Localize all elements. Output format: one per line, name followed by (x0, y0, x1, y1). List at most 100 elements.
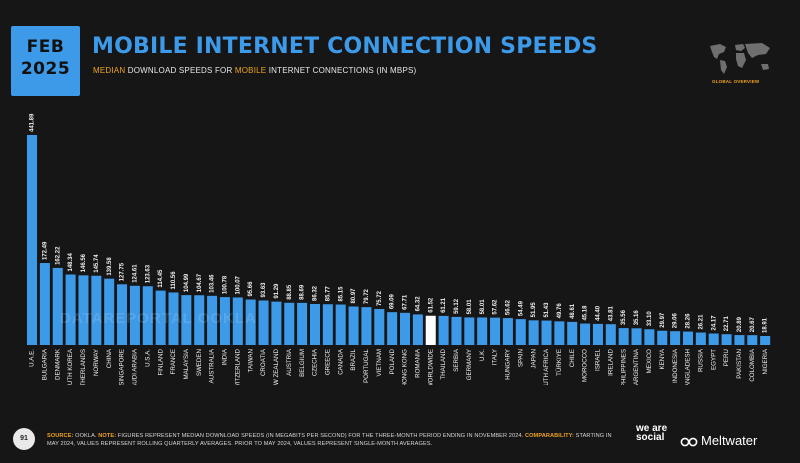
value-label-norway: 145.74 (94, 254, 100, 273)
page-title: MOBILE INTERNET CONNECTION SPEEDS (92, 34, 598, 59)
category-label-philippines: PHILIPPINES (620, 349, 627, 385)
bar-poland (387, 312, 398, 345)
value-label-singapore: 127.75 (120, 262, 126, 281)
category-label-south-africa: SOUTH AFRICA (543, 348, 550, 385)
bar-new-zealand (271, 301, 282, 345)
category-label-japan: JAPAN (530, 349, 537, 368)
category-label-greece: GREECE (324, 349, 331, 375)
category-label-worldwide: WORLDWIDE (427, 349, 434, 385)
bar-thailand (438, 315, 449, 345)
value-label-u-k: 58.01 (480, 299, 486, 315)
category-label-portugal: PORTUGAL (363, 348, 370, 382)
bar-italy (490, 317, 501, 345)
category-label-norway: NORWAY (93, 349, 100, 376)
category-label-bulgaria: BULGARIA (42, 348, 49, 380)
category-label-romania: ROMANIA (415, 348, 422, 378)
value-label-malaysia: 104.99 (184, 273, 190, 292)
bar-u-a-e (27, 135, 38, 345)
comparability-text: STARTING IN MAY 2024, VALUES REPRESENT R… (47, 433, 612, 447)
value-label-chile: 48.61 (570, 303, 576, 319)
bar-philippines (618, 328, 629, 345)
category-label-russia: RUSSIA (697, 348, 704, 372)
bar-south-korea (65, 274, 76, 345)
category-label-netherlands: NETHERLANDS (80, 349, 87, 385)
category-label-hungary: HUNGARY (505, 349, 512, 380)
value-label-pakistan: 20.89 (737, 316, 743, 332)
value-label-portugal: 79.72 (364, 288, 370, 304)
category-label-india: INDIA (222, 348, 229, 365)
category-label-indonesia: INDONESIA (672, 348, 679, 383)
date-year: 2025 (20, 59, 71, 79)
subtitle-part-1: MEDIAN (93, 66, 126, 75)
meltwater-icon (680, 437, 698, 446)
footnote: SOURCE: OOKLA. NOTE: FIGURES REPRESENT M… (47, 432, 617, 448)
bar-kenya (657, 330, 668, 345)
value-label-spain: 54.49 (518, 300, 524, 316)
value-label-south-korea: 148.34 (68, 252, 74, 271)
bar-singapore (117, 284, 128, 345)
bar-finland (155, 290, 166, 345)
value-label-u-a-e: 441.89 (30, 113, 36, 132)
category-label-t-rkiye: TÜRKIYE (556, 349, 563, 376)
category-label-serbia: SERBIA (453, 348, 460, 372)
bar-hungary (502, 318, 513, 345)
value-label-czechia: 86.32 (313, 285, 319, 301)
bar-bangladesh (682, 331, 693, 345)
value-label-greece: 85.77 (325, 286, 331, 302)
page-number: 91 (13, 428, 35, 450)
bar-netherlands (78, 275, 89, 345)
category-label-egypt: EGYPT (710, 349, 717, 370)
date-month: FEB (26, 37, 65, 57)
category-label-ireland: IRELAND (607, 348, 614, 375)
bar-u-k (477, 317, 488, 345)
bar-belgium (297, 302, 308, 345)
subtitle-part-2: DOWNLOAD SPEEDS FOR (125, 66, 235, 75)
bar-mexico (644, 329, 655, 345)
bar-bulgaria (39, 263, 50, 345)
bar-vietnam (374, 309, 385, 345)
global-overview-label: GLOBAL OVERVIEW (712, 79, 760, 84)
value-label-t-rkiye: 49.76 (557, 303, 563, 319)
value-label-south-africa: 51.43 (544, 302, 550, 318)
value-label-hong-kong: 67.71 (403, 294, 409, 310)
category-label-hong-kong: HONG KONG (402, 349, 409, 385)
category-label-canada: CANADA (337, 348, 344, 375)
note-label: NOTE: (98, 433, 117, 439)
bar-brazil (348, 306, 359, 345)
category-label-czechia: CZECHIA (312, 348, 319, 376)
value-label-vietnam: 75.72 (377, 290, 383, 306)
bar-saudi-arabia (129, 285, 140, 345)
category-label-croatia: CROATIA (260, 348, 267, 376)
category-label-nigeria: NIGERIA (762, 348, 769, 374)
category-label-south-korea: SOUTH KOREA (67, 348, 74, 385)
category-label-morocco: MOROCCO (582, 349, 589, 382)
value-label-nigeria: 18.91 (763, 317, 769, 333)
bar-greece (322, 304, 333, 345)
world-map-icon (710, 43, 770, 74)
bar-colombia (747, 335, 758, 345)
category-label-taiwan: TAIWAN (247, 349, 254, 372)
bar-hong-kong (400, 312, 411, 345)
bar-u-s-a (142, 286, 153, 345)
bar-t-rkiye (554, 321, 565, 345)
category-label-thailand: THAILAND (440, 348, 447, 379)
we-are-social-logo: we are social (636, 423, 668, 443)
category-label-singapore: SINGAPORE (119, 349, 126, 385)
category-label-spain: SPAIN (517, 349, 524, 367)
category-label-u-a-e: U.A.E. (29, 349, 36, 367)
meltwater-wordmark: Meltwater (701, 433, 758, 448)
bar-sweden (194, 295, 205, 345)
bar-romania (412, 314, 423, 345)
value-label-kenya: 29.97 (660, 312, 666, 328)
category-label-australia: AUSTRALIA (209, 348, 216, 383)
value-label-new-zealand: 91.29 (274, 283, 280, 299)
value-label-bangladesh: 28.26 (686, 313, 692, 329)
value-label-indonesia: 29.06 (673, 313, 679, 329)
value-label-hungary: 56.62 (505, 299, 511, 315)
value-label-netherlands: 146.56 (81, 253, 87, 272)
value-label-serbia: 59.12 (454, 298, 460, 314)
category-label-new-zealand: NEW ZEALAND (273, 348, 280, 385)
value-label-india: 100.78 (223, 275, 229, 294)
category-label-austria: AUSTRIA (286, 348, 293, 376)
meltwater-logo: Meltwater (680, 433, 757, 448)
